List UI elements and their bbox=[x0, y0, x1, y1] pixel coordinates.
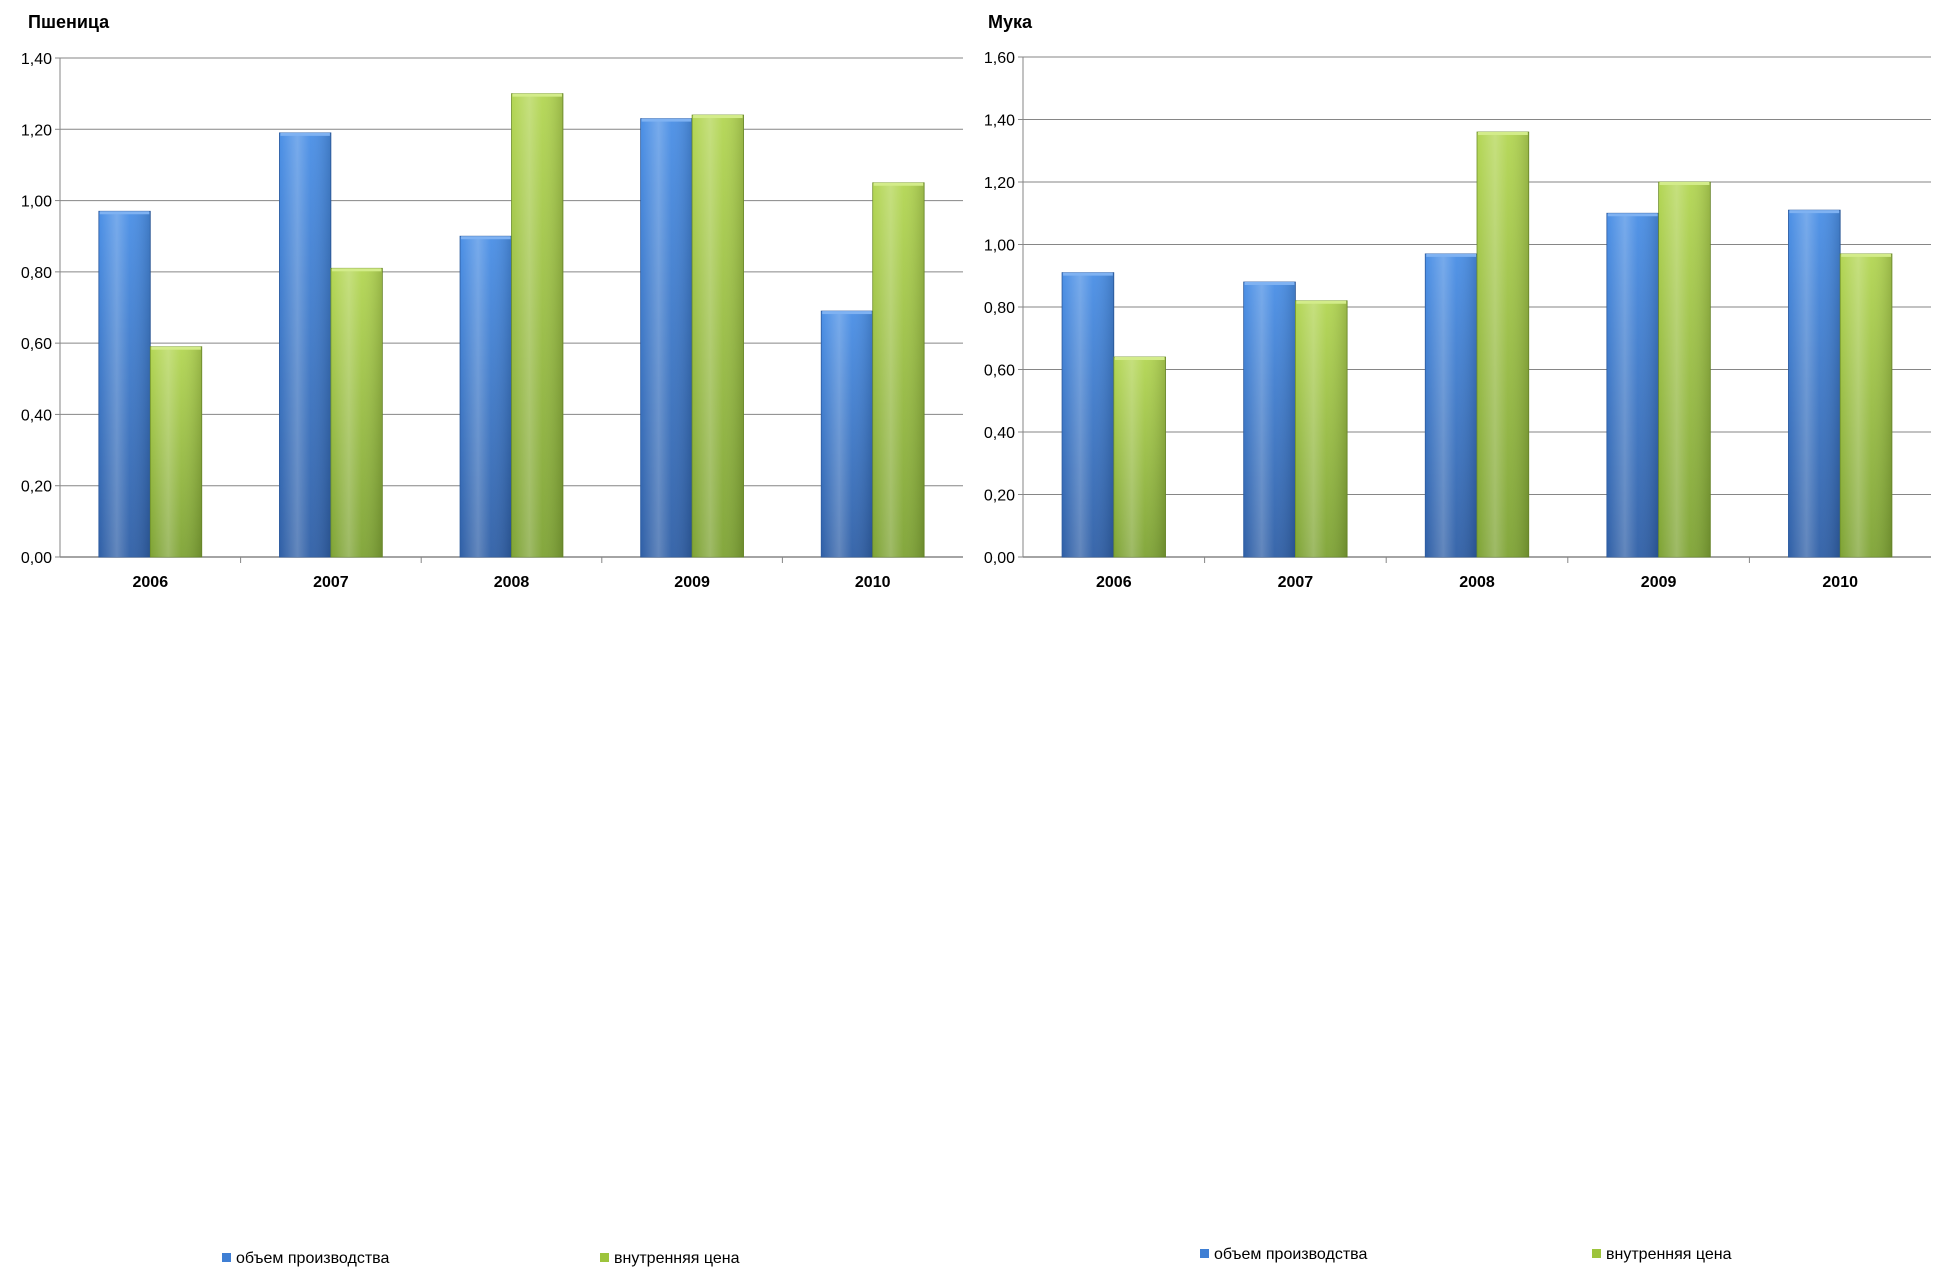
y-tick-label: 0,60 bbox=[21, 336, 52, 353]
bar-price bbox=[149, 346, 203, 558]
legend-label: объем производства bbox=[236, 1250, 390, 1267]
bar-price bbox=[330, 267, 383, 558]
bar-production bbox=[1243, 281, 1296, 558]
wheat-chart-plot: 0,00 0,20 0,40 0,60 0,80 1,00 1,20 1,40 2006 2007… bbox=[21, 51, 963, 591]
y-tick-label: 1,00 bbox=[984, 238, 1015, 255]
x-tick-label: 2010 bbox=[855, 574, 891, 591]
green-square-icon bbox=[1592, 1249, 1601, 1258]
green-square-icon bbox=[600, 1253, 609, 1262]
bar-price bbox=[1476, 131, 1530, 558]
bar-production bbox=[279, 132, 332, 558]
legend-item-production: объем производства bbox=[1200, 1246, 1367, 1264]
legend-label: объем производства bbox=[1214, 1246, 1368, 1263]
bar-price bbox=[1839, 253, 1893, 558]
y-tick-label: 0,20 bbox=[21, 479, 52, 496]
y-tick-label: 1,40 bbox=[21, 51, 52, 68]
bar-production bbox=[640, 118, 693, 558]
bar-price bbox=[691, 114, 744, 558]
x-tick-label: 2009 bbox=[1641, 574, 1677, 591]
flour-chart-plot: 0,00 0,20 0,40 0,60 0,80 1,00 1,20 1,40 1,60 2006… bbox=[984, 50, 1931, 591]
chart-title: Мука bbox=[988, 12, 1033, 32]
wheat-chart: Пшеница 0,00 0,20 0,40 0,60 0,80 1,00 1,20 1,40… bbox=[0, 0, 970, 1267]
legend-label: внутренняя цена bbox=[614, 1250, 740, 1267]
bar-price bbox=[1113, 356, 1166, 558]
y-tick-label: 0,80 bbox=[21, 265, 52, 282]
x-tick-label: 2006 bbox=[133, 574, 169, 591]
legend-item-price: внутренняя цена bbox=[600, 1250, 740, 1268]
x-tick-label: 2007 bbox=[313, 574, 349, 591]
legend-item-production: объем производства bbox=[222, 1250, 389, 1268]
bar-production bbox=[1788, 209, 1841, 558]
y-tick-label: 0,00 bbox=[21, 550, 52, 567]
y-tick-label: 0,60 bbox=[984, 363, 1015, 380]
bar-production bbox=[459, 235, 512, 558]
bar-production bbox=[1606, 212, 1659, 558]
y-tick-label: 0,40 bbox=[21, 407, 52, 424]
blue-square-icon bbox=[1200, 1249, 1209, 1258]
legend-label: внутренняя цена bbox=[1606, 1246, 1732, 1263]
bar-production bbox=[98, 210, 151, 558]
bar-price bbox=[1294, 300, 1348, 558]
y-tick-label: 1,20 bbox=[984, 175, 1015, 192]
y-tick-label: 0,00 bbox=[984, 550, 1015, 567]
bar-production bbox=[1424, 253, 1478, 558]
x-tick-label: 2010 bbox=[1822, 574, 1858, 591]
bar-price bbox=[872, 182, 925, 558]
bar-production bbox=[1061, 272, 1115, 558]
x-tick-label: 2008 bbox=[494, 574, 530, 591]
blue-square-icon bbox=[222, 1253, 231, 1262]
bar-production bbox=[820, 310, 874, 558]
chart-title: Пшеница bbox=[28, 12, 110, 32]
x-tick-label: 2009 bbox=[674, 574, 710, 591]
legend-item-price: внутренняя цена bbox=[1592, 1246, 1732, 1264]
y-tick-label: 1,00 bbox=[21, 194, 52, 211]
y-tick-label: 1,20 bbox=[21, 122, 52, 139]
y-tick-label: 0,40 bbox=[984, 425, 1015, 442]
x-tick-label: 2006 bbox=[1096, 574, 1132, 591]
x-tick-label: 2007 bbox=[1278, 574, 1314, 591]
bar-price bbox=[511, 93, 564, 558]
bar-price bbox=[1658, 181, 1711, 558]
y-tick-label: 0,80 bbox=[984, 300, 1015, 317]
y-tick-label: 1,40 bbox=[984, 113, 1015, 130]
y-tick-label: 1,60 bbox=[984, 50, 1015, 67]
y-tick-label: 0,20 bbox=[984, 488, 1015, 505]
x-tick-label: 2008 bbox=[1459, 574, 1495, 591]
flour-chart: Мука 0,00 0,20 0,40 0,60 0,80 1,00 1,20 1,40 1,6… bbox=[970, 0, 1939, 1263]
